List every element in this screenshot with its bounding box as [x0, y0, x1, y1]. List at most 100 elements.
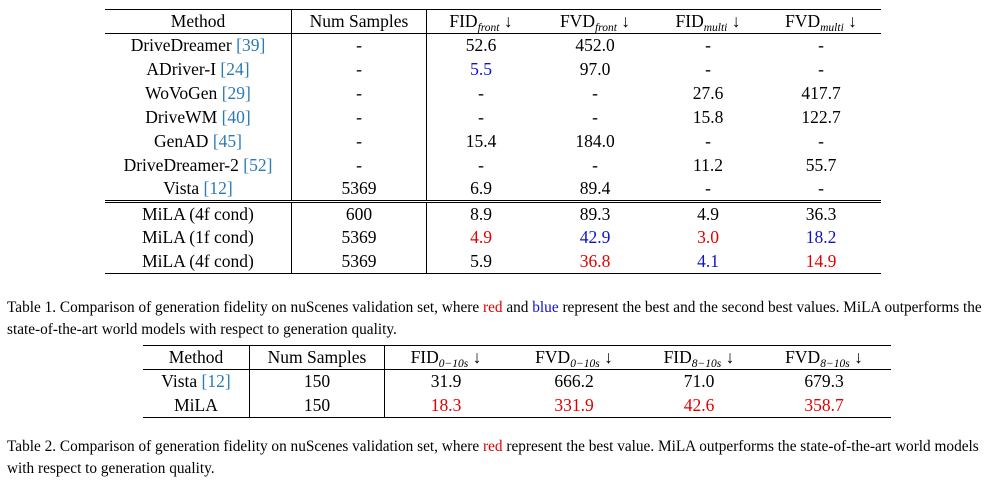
- samples-cell: -: [291, 57, 427, 82]
- value-cell: -: [818, 131, 824, 151]
- method-cell: Vista [12]: [143, 369, 250, 394]
- citation-link[interactable]: [29]: [221, 83, 251, 103]
- value-cell: 52.6: [465, 35, 497, 56]
- value-cell: 42.6: [683, 394, 715, 415]
- value-cell: -: [818, 59, 824, 79]
- table-row: MiLA (4f cond) 5369 5.9 36.8 4.1 14.9: [105, 249, 881, 274]
- value-cell: 452.0: [575, 35, 615, 56]
- method-cell: DriveDreamer-2 [52]: [105, 153, 292, 178]
- samples-cell: 150: [249, 393, 385, 418]
- value-cell: 6.9: [470, 178, 492, 199]
- table-row: MiLA (1f cond) 5369 4.9 42.9 3.0 18.2: [105, 225, 881, 250]
- header-fid-8-10s: FID8−10s ↓: [663, 347, 735, 370]
- method-cell: MiLA (4f cond): [105, 201, 292, 226]
- method-cell: ADriver-I [24]: [105, 57, 292, 82]
- method-cell: GenAD [45]: [105, 129, 292, 154]
- value-cell: 31.9: [430, 371, 462, 392]
- table-row: WoVoGen [29] - - - 27.6 417.7: [105, 81, 881, 106]
- method-cell: MiLA: [143, 393, 250, 418]
- value-cell: 331.9: [554, 394, 594, 415]
- citation-link[interactable]: [24]: [220, 59, 250, 79]
- header-method: Method: [105, 9, 292, 34]
- value-cell: 417.7: [801, 83, 841, 103]
- samples-cell: 5369: [291, 225, 427, 250]
- value-cell: 27.6: [692, 83, 724, 103]
- value-cell: 89.4: [579, 178, 611, 199]
- header-fid-0-10s: FID0−10s ↓: [410, 347, 482, 370]
- value-cell: 11.2: [693, 155, 723, 175]
- value-cell: 4.1: [697, 250, 719, 271]
- table-row: GenAD [45] - 15.4 184.0 - -: [105, 129, 881, 154]
- method-cell: MiLA (4f cond): [105, 249, 292, 274]
- method-cell: DriveWM [40]: [105, 105, 292, 130]
- value-cell: 358.7: [804, 394, 844, 415]
- citation-link[interactable]: [12]: [201, 371, 231, 392]
- samples-cell: -: [291, 105, 427, 130]
- value-cell: 71.0: [683, 371, 715, 392]
- table-row: Vista [12] 150 31.9 666.2 71.0 679.3: [143, 369, 891, 394]
- value-cell: -: [478, 155, 484, 175]
- value-cell: 15.8: [692, 107, 724, 127]
- value-cell: 36.3: [805, 203, 837, 224]
- table-header-row: Method Num Samples FID0−10s ↓ FVD0−10s ↓…: [143, 345, 891, 370]
- header-fid-front: FIDfront ↓: [449, 11, 513, 34]
- citation-link[interactable]: [12]: [203, 178, 233, 199]
- method-cell: DriveDreamer [39]: [105, 33, 292, 58]
- header-method: Method: [143, 345, 250, 370]
- header-fid-multi: FIDmulti ↓: [675, 11, 741, 34]
- table-2: Method Num Samples FID0−10s ↓ FVD0−10s ↓…: [143, 345, 891, 418]
- table-header-row: Method Num Samples FIDfront ↓ FVDfront ↓…: [105, 9, 881, 34]
- value-cell: 666.2: [554, 371, 594, 392]
- table-row: DriveDreamer-2 [52] - - - 11.2 55.7: [105, 153, 881, 178]
- citation-link[interactable]: [45]: [212, 131, 242, 151]
- samples-cell: -: [291, 81, 427, 106]
- value-cell: 5.9: [470, 250, 492, 271]
- table-1-caption: Table 1. Comparison of generation fideli…: [7, 299, 982, 338]
- value-cell: 122.7: [801, 107, 841, 127]
- value-cell: -: [705, 131, 711, 151]
- table-row: DriveWM [40] - - - 15.8 122.7: [105, 105, 881, 130]
- samples-cell: -: [291, 129, 427, 154]
- header-fvd-front: FVDfront ↓: [559, 11, 631, 34]
- citation-link[interactable]: [39]: [236, 35, 266, 56]
- value-cell: 89.3: [579, 203, 611, 224]
- value-cell: 679.3: [804, 371, 844, 392]
- value-cell: 4.9: [697, 203, 719, 224]
- value-cell: 55.7: [805, 155, 837, 175]
- value-cell: 42.9: [579, 227, 611, 247]
- header-num-samples: Num Samples: [291, 9, 427, 34]
- value-cell: 36.8: [579, 250, 611, 271]
- citation-link[interactable]: [40]: [221, 107, 251, 127]
- header-fvd-8-10s: FVD8−10s ↓: [785, 347, 863, 370]
- samples-cell: 5369: [291, 177, 427, 202]
- value-cell: -: [592, 155, 598, 175]
- value-cell: -: [818, 35, 824, 56]
- method-cell: MiLA (1f cond): [105, 225, 292, 250]
- table-row: Vista [12] 5369 6.9 89.4 - -: [105, 177, 881, 202]
- value-cell: -: [818, 178, 824, 199]
- table-row: MiLA (4f cond) 600 8.9 89.3 4.9 36.3: [105, 201, 881, 226]
- samples-cell: -: [291, 153, 427, 178]
- value-cell: 8.9: [470, 203, 492, 224]
- samples-cell: 5369: [291, 249, 427, 274]
- value-cell: -: [705, 59, 711, 79]
- table-1: Method Num Samples FIDfront ↓ FVDfront ↓…: [105, 9, 881, 274]
- value-cell: -: [705, 35, 711, 56]
- method-cell: WoVoGen [29]: [105, 81, 292, 106]
- value-cell: 97.0: [579, 59, 611, 79]
- citation-link[interactable]: [52]: [243, 155, 273, 175]
- value-cell: 3.0: [697, 227, 719, 247]
- table-row: MiLA 150 18.3 331.9 42.6 358.7: [143, 393, 891, 418]
- value-cell: 5.5: [470, 59, 492, 79]
- value-cell: -: [705, 178, 711, 199]
- header-num-samples: Num Samples: [249, 345, 385, 370]
- table-row: DriveDreamer [39] - 52.6 452.0 - -: [105, 33, 881, 58]
- table-2-caption: Table 2. Comparison of generation fideli…: [7, 438, 979, 477]
- samples-cell: 600: [291, 201, 427, 226]
- value-cell: -: [592, 107, 598, 127]
- value-cell: -: [478, 107, 484, 127]
- header-fvd-0-10s: FVD0−10s ↓: [535, 347, 613, 370]
- value-cell: 184.0: [575, 131, 615, 151]
- value-cell: -: [478, 83, 484, 103]
- method-cell: Vista [12]: [105, 177, 292, 202]
